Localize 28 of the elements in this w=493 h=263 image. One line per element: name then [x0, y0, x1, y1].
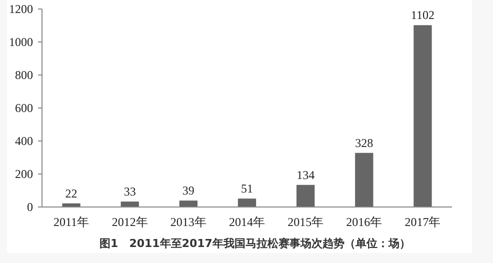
x-tick-label: 2015年: [288, 215, 324, 229]
data-label: 328: [355, 136, 374, 150]
bar: [355, 152, 374, 207]
bar: [296, 184, 315, 207]
bar: [120, 202, 139, 207]
x-tick-label: 2013年: [170, 215, 206, 229]
y-tick-label: 0: [27, 200, 33, 214]
x-tick-label: 2014年: [229, 215, 265, 229]
bar: [238, 198, 256, 207]
data-label: 134: [296, 168, 315, 182]
y-tick-label: 1200: [9, 2, 33, 16]
bar: [414, 25, 432, 207]
y-tick-label: 1000: [9, 35, 33, 49]
y-tick-label: 800: [15, 68, 33, 82]
data-label: 51: [241, 182, 253, 196]
x-tick-label: 2012年: [112, 215, 148, 229]
data-label: 33: [124, 184, 136, 199]
data-label: 1102: [410, 8, 434, 22]
bar: [179, 200, 198, 207]
data-label: 22: [65, 186, 78, 200]
x-tick-label: 2017年: [404, 215, 441, 229]
x-tick-label: 2011年: [54, 215, 90, 229]
x-tick-label: 2016年: [346, 215, 382, 229]
y-tick-label: 200: [15, 167, 33, 181]
y-tick-label: 400: [15, 134, 33, 148]
text: 图1 2011年至2017年我国马拉松赛事场次趋势（单位：场）: [100, 237, 410, 250]
y-tick-label: 600: [15, 101, 33, 115]
data-label: 39: [182, 184, 194, 198]
